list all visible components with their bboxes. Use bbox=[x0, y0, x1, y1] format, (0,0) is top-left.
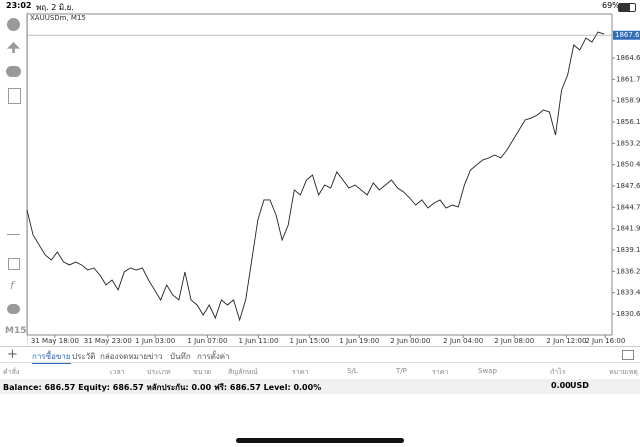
tab-bar: + bbox=[0, 346, 640, 363]
column-header: ประเภท bbox=[147, 368, 171, 376]
y-tick-label: 1858.955 bbox=[616, 97, 640, 105]
column-header: ขนาด bbox=[193, 368, 212, 376]
currency: USD bbox=[570, 381, 589, 390]
price-line bbox=[26, 31, 605, 322]
account-icon[interactable] bbox=[7, 18, 20, 31]
timeframe-button[interactable]: M15 bbox=[5, 326, 27, 336]
chat-icon[interactable] bbox=[6, 66, 21, 77]
x-tick-label: 1 Jun 03:00 bbox=[135, 337, 175, 345]
x-tick-label: 2 Jun 08:00 bbox=[494, 337, 534, 345]
tab[interactable]: ประวัติ bbox=[72, 352, 96, 361]
y-tick-label: 1853.285 bbox=[616, 139, 640, 147]
tab[interactable]: การซื้อขาย bbox=[32, 350, 71, 364]
x-tick-label: 1 Jun 11:00 bbox=[238, 337, 278, 345]
x-tick-label: 2 Jun 12:00 bbox=[546, 337, 586, 345]
x-tick-label: 31 May 23:00 bbox=[84, 337, 132, 345]
home-indicator bbox=[236, 438, 404, 443]
x-tick-label: 1 Jun 19:00 bbox=[339, 337, 379, 345]
y-tick-label: 1830.605 bbox=[616, 310, 640, 318]
x-tick-label: 2 Jun 00:00 bbox=[390, 337, 430, 345]
status-time: 23:02 bbox=[6, 1, 32, 10]
y-tick-label: 1844.780 bbox=[616, 203, 640, 211]
footer-bar: Balance: 686.57 Equity: 686.57 หลักประกั… bbox=[0, 379, 640, 394]
tab[interactable]: ข่าว bbox=[148, 352, 163, 361]
battery-icon bbox=[618, 3, 636, 12]
y-tick-label: 1841.945 bbox=[616, 225, 640, 233]
add-button[interactable]: + bbox=[7, 347, 18, 362]
column-header: เวลา bbox=[110, 368, 125, 376]
column-header: Swap bbox=[478, 367, 497, 375]
status-date: พฤ. 2 มิ.ย. bbox=[36, 3, 74, 12]
column-header: คำสั่ง bbox=[3, 368, 20, 376]
x-tick-label: 2 Jun 16:00 bbox=[585, 337, 625, 345]
table-header: คำสั่ง เวลา ประเภท ขนาด สัญลักษณ์ ราคา S/L T/P ร… bbox=[0, 362, 640, 380]
y-tick-label: 1864.625 bbox=[616, 54, 640, 62]
account-summary: Balance: 686.57 Equity: 686.57 หลักประกั… bbox=[3, 383, 322, 392]
tab[interactable]: บันทึก bbox=[170, 352, 191, 361]
y-tick-label: 1861.790 bbox=[616, 75, 640, 83]
x-tick-label: 1 Jun 07:00 bbox=[187, 337, 227, 345]
current-price-label: 1867.657 bbox=[615, 31, 640, 39]
column-header: กำไร bbox=[550, 368, 566, 376]
column-header: สัญลักษณ์ bbox=[228, 368, 258, 376]
column-header: ราคา bbox=[432, 368, 449, 376]
trade-icon[interactable] bbox=[7, 42, 20, 53]
y-tick-label: 1839.110 bbox=[616, 246, 640, 254]
x-tick-label: 1 Jun 15:00 bbox=[289, 337, 329, 345]
crosshair-icon[interactable] bbox=[7, 234, 20, 235]
tab[interactable]: กล่องจดหมาย bbox=[100, 352, 149, 361]
tab[interactable]: การตั้งค่า bbox=[197, 352, 230, 361]
function-icon[interactable]: f bbox=[10, 279, 14, 292]
y-tick-label: 1850.450 bbox=[616, 161, 640, 169]
chart-title: XAUUSDm, M15 bbox=[30, 14, 86, 22]
objects-icon[interactable] bbox=[7, 304, 20, 314]
profit: 0.00 bbox=[551, 381, 571, 390]
y-tick-label: 1847.615 bbox=[616, 182, 640, 190]
new-order-icon[interactable] bbox=[8, 88, 21, 104]
column-header: ราคา bbox=[292, 368, 309, 376]
y-tick-label: 1856.12 bbox=[616, 118, 640, 126]
column-header: หมายเหตุ bbox=[609, 368, 638, 376]
x-tick-label: 2 Jun 04:00 bbox=[443, 337, 483, 345]
current-price-box bbox=[613, 30, 640, 40]
indicators-icon[interactable] bbox=[8, 258, 20, 270]
status-battery: 69% bbox=[602, 1, 620, 10]
y-tick-label: 1833.440 bbox=[616, 289, 640, 297]
layout-button[interactable] bbox=[622, 350, 634, 360]
column-header: S/L bbox=[347, 367, 358, 375]
chart: XAUUSDm, M15 1864.625 1861.790 1858.955 185… bbox=[26, 13, 640, 345]
x-tick-label: 31 May 18:00 bbox=[31, 337, 79, 345]
y-tick-label: 1836.275 bbox=[616, 267, 640, 275]
column-header: T/P bbox=[396, 367, 407, 375]
